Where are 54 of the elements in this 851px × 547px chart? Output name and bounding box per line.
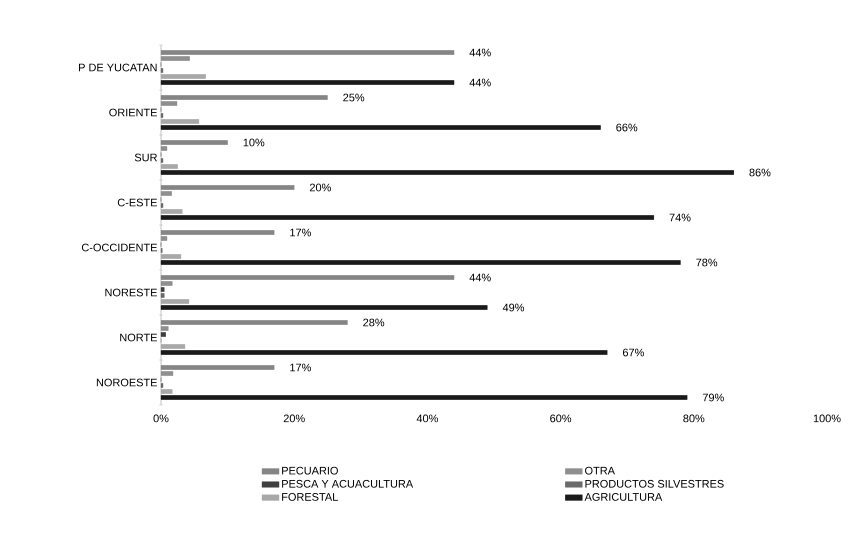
data-label: 74% [670, 214, 691, 222]
bar [160, 260, 681, 265]
x-tick-label: 20% [284, 414, 305, 422]
data-label: 67% [622, 348, 644, 356]
x-tick-label: 40% [416, 414, 438, 422]
data-label: 79% [702, 394, 724, 402]
bar [160, 332, 166, 337]
x-tick-label: 0% [154, 414, 169, 422]
bar [160, 80, 454, 85]
legend-label: AGRICULTURA [584, 493, 662, 501]
bar [160, 254, 182, 259]
data-label: 44% [469, 78, 491, 86]
y-tick-label: C-OCCIDENTE [82, 244, 157, 252]
y-tick-label: NOROESTE [96, 378, 157, 386]
y-tick-label: P DE YUCATAN [79, 64, 157, 72]
data-label: 28% [363, 318, 384, 326]
x-tick-label: 60% [550, 414, 572, 422]
legend-label: PECUARIO [282, 466, 338, 475]
bar [160, 119, 200, 124]
legend-label: PESCA Y ACUACULTURA [282, 480, 414, 488]
y-tick-label: NORTE [120, 334, 157, 342]
data-label: 44% [469, 274, 491, 282]
bar [160, 125, 601, 130]
legend-label: FORESTAL [282, 493, 338, 501]
y-tick-label: SUR [134, 154, 157, 162]
x-tick-label: 80% [683, 414, 704, 422]
data-label: 17% [290, 364, 311, 372]
legend-label: PRODUCTOS SILVESTRES [585, 480, 724, 488]
bar [160, 344, 186, 349]
y-tick-label: C-ESTE [118, 198, 157, 206]
data-label: 20% [310, 184, 331, 192]
data-label: 78% [696, 258, 718, 266]
data-label: 44% [469, 48, 491, 56]
bar [160, 350, 608, 355]
bar [160, 170, 734, 175]
bar [160, 389, 173, 394]
bar [160, 287, 165, 292]
bar [160, 215, 654, 220]
legend-label: OTRA [585, 466, 615, 475]
bar [160, 209, 183, 214]
bar [160, 299, 190, 304]
bar [160, 305, 488, 310]
data-label: 10% [244, 138, 264, 146]
data-label: 66% [616, 124, 638, 132]
bar [160, 395, 688, 400]
data-label: 17% [290, 228, 311, 236]
data-label: 25% [343, 94, 364, 102]
data-label: 86% [749, 168, 770, 176]
y-tick-label: NORESTE [105, 288, 157, 296]
data-label: 49% [502, 304, 524, 312]
y-tick-label: ORIENTE [109, 108, 157, 116]
bar [160, 164, 178, 169]
x-tick-label: 100% [814, 414, 841, 422]
bar [160, 74, 206, 79]
